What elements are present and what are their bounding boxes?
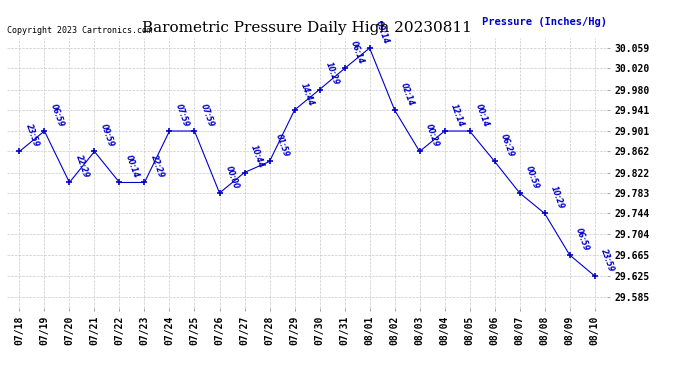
Text: Pressure (Inches/Hg): Pressure (Inches/Hg)	[482, 17, 607, 27]
Text: 06:29: 06:29	[499, 133, 515, 159]
Text: 00:59: 00:59	[524, 165, 540, 190]
Text: 06:14: 06:14	[348, 40, 366, 66]
Text: 00:14: 00:14	[124, 154, 140, 180]
Text: 10:29: 10:29	[324, 61, 340, 87]
Title: Barometric Pressure Daily High 20230811: Barometric Pressure Daily High 20230811	[142, 21, 472, 35]
Text: 09:14: 09:14	[374, 20, 391, 45]
Text: 23:59: 23:59	[599, 248, 615, 273]
Text: 22:29: 22:29	[148, 154, 166, 180]
Text: Copyright 2023 Cartronics.com: Copyright 2023 Cartronics.com	[7, 26, 152, 35]
Text: 00:00: 00:00	[224, 165, 240, 190]
Text: 10:29: 10:29	[549, 185, 566, 211]
Text: 09:59: 09:59	[99, 123, 115, 149]
Text: 06:59: 06:59	[574, 226, 591, 252]
Text: 23:59: 23:59	[23, 123, 40, 149]
Text: 01:59: 01:59	[274, 133, 290, 159]
Text: 02:14: 02:14	[399, 82, 415, 107]
Text: 06:59: 06:59	[48, 103, 66, 128]
Text: 00:14: 00:14	[474, 103, 491, 128]
Text: 00:29: 00:29	[424, 123, 440, 149]
Text: 14:44: 14:44	[299, 82, 315, 107]
Text: 12:14: 12:14	[448, 103, 466, 128]
Text: 10:44: 10:44	[248, 144, 266, 170]
Text: 07:59: 07:59	[199, 103, 215, 128]
Text: 07:59: 07:59	[174, 103, 190, 128]
Text: 22:29: 22:29	[74, 154, 90, 180]
